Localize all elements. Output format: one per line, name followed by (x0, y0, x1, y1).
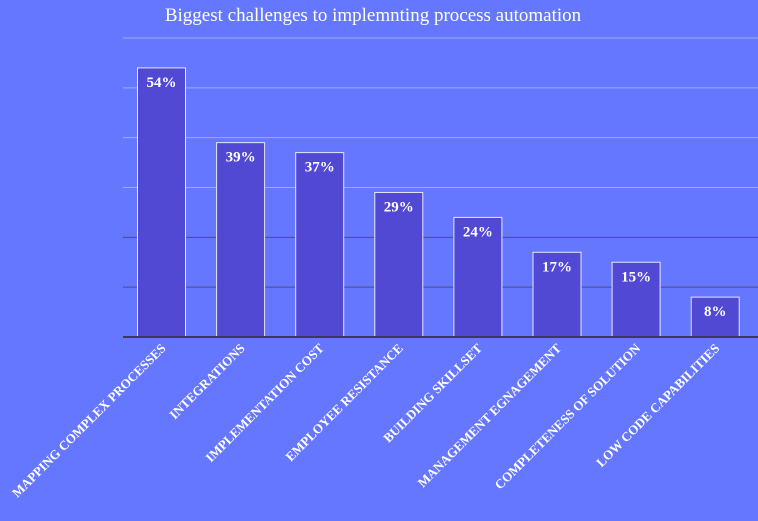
bar (690, 296, 740, 338)
bar (295, 152, 345, 338)
category-label: INTEGRATIONS (166, 341, 247, 422)
category-label: MAPPING COMPLEX PROCESSES (9, 341, 169, 501)
bar-value-label: 8% (704, 304, 727, 320)
chart-title: Biggest challenges to implemnting proces… (164, 5, 582, 26)
bar-value-label: 37% (305, 160, 335, 176)
value-labels: 54% 39% 37% 29% 24% 17% 15% 8% (147, 75, 727, 320)
category-label: MANAGEMENT EGNAGEMENT (415, 340, 565, 490)
bar-value-label: 17% (542, 259, 572, 275)
bar-value-label: 39% (226, 150, 256, 166)
bar (532, 251, 582, 338)
category-label: COMPLETENESS OF SOLUTION (491, 340, 643, 492)
bar-value-label: 15% (621, 269, 651, 285)
bar-value-label: 29% (384, 199, 414, 215)
bar (453, 216, 503, 338)
bar (137, 67, 186, 338)
category-labels: MAPPING COMPLEX PROCESSESINTEGRATIONSIMP… (9, 340, 722, 500)
bar (216, 142, 266, 338)
bars (137, 67, 740, 338)
bar (611, 261, 661, 338)
bar (374, 191, 424, 338)
bar-value-label: 24% (463, 224, 493, 240)
bar-value-label: 54% (147, 75, 177, 91)
